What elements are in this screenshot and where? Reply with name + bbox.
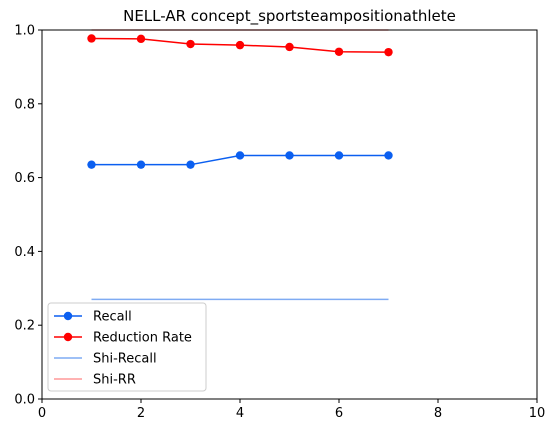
- data-point-recall: [235, 151, 245, 160]
- x-tick-label: 8: [434, 406, 442, 421]
- legend-label-shi-recall: Shi-Recall: [93, 352, 157, 367]
- x-axis: 0 2 4 6 8 10: [38, 399, 545, 421]
- x-tick-label: 4: [236, 406, 244, 421]
- y-tick-label: 0.2: [14, 319, 35, 334]
- legend-label-recall: Recall: [93, 310, 132, 325]
- data-point-recall: [87, 160, 96, 169]
- data-point-reduction-rate: [186, 39, 195, 49]
- chart-title: NELL-AR concept_sportsteampositionathlet…: [123, 7, 456, 26]
- data-point-recall: [186, 160, 195, 169]
- y-tick-label: 0.0: [14, 393, 35, 408]
- data-point-reduction-rate: [87, 34, 96, 43]
- data-point-reduction-rate: [136, 34, 146, 44]
- data-point-reduction-rate: [334, 47, 344, 56]
- x-tick-label: 2: [137, 406, 145, 421]
- legend-marker-recall: [63, 311, 73, 321]
- plot-frame: [41, 29, 538, 400]
- x-tick-label: 6: [335, 406, 343, 421]
- data-point-recall: [384, 151, 393, 160]
- data-point-recall: [334, 151, 344, 160]
- legend-box: [47, 302, 207, 392]
- data-point-recall: [285, 151, 294, 160]
- y-tick-label: 0.6: [14, 171, 35, 186]
- x-tick-label: 0: [38, 406, 46, 421]
- y-tick-label: 0.8: [14, 97, 35, 112]
- legend: Recall Reduction Rate Shi-Recall Shi-RR: [47, 302, 207, 392]
- legend-label-reduction-rate: Reduction Rate: [93, 331, 192, 346]
- data-point-reduction-rate: [235, 40, 245, 50]
- y-tick-label: 0.4: [14, 245, 35, 260]
- x-tick-label: 10: [529, 406, 546, 421]
- y-axis: 0.0 0.2 0.4 0.6 0.8 1.0: [14, 24, 42, 408]
- data-point-reduction-rate: [285, 42, 294, 52]
- y-tick-label: 1.0: [14, 24, 35, 39]
- legend-marker-reduction-rate: [63, 332, 73, 342]
- data-point-reduction-rate: [384, 47, 393, 57]
- legend-label-shi-rr: Shi-RR: [93, 373, 136, 388]
- series-layer: [87, 29, 393, 301]
- data-point-recall: [136, 160, 146, 169]
